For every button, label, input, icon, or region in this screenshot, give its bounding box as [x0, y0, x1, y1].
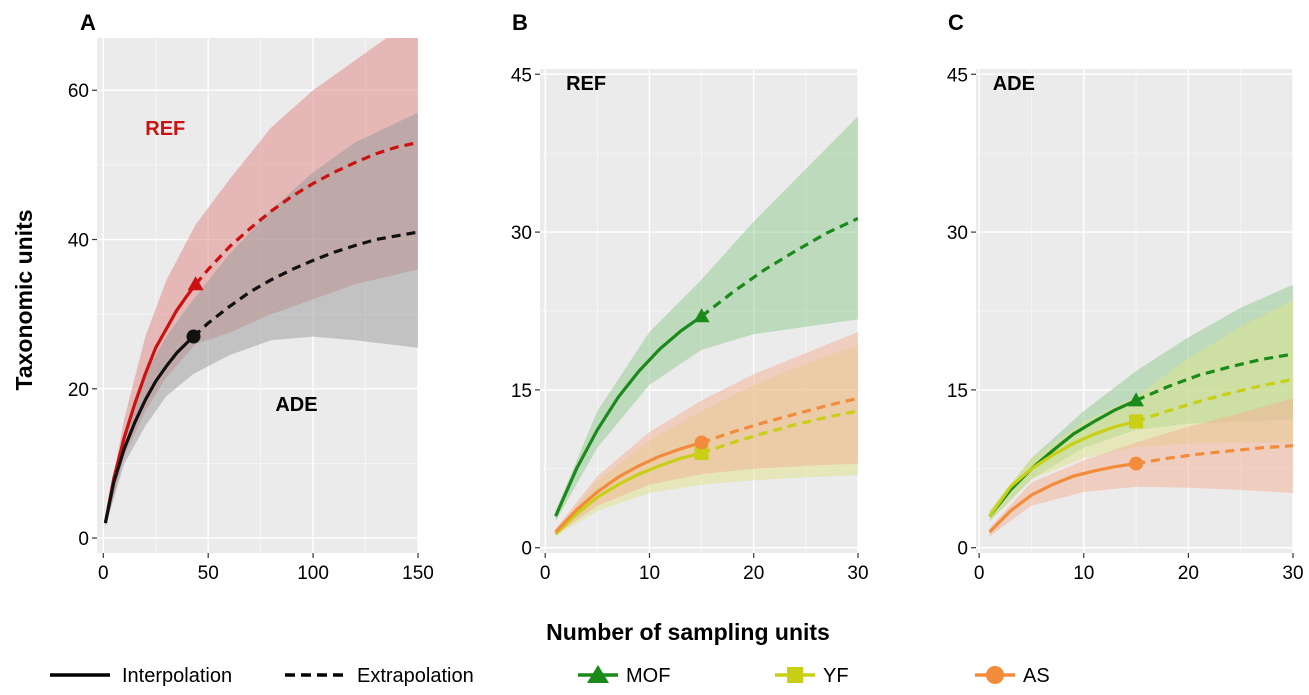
annotation-ade: ADE — [993, 73, 1035, 95]
y-axis-title: Taxonomic units — [11, 209, 37, 390]
panel-letter: B — [512, 10, 528, 35]
extrapolation-line-mof — [700, 216, 858, 318]
panel-b: 0 10 20 30 0 15 30 45 REF B — [511, 10, 869, 584]
y-tick-label: 60 — [68, 81, 89, 102]
reference-point-as — [694, 435, 709, 450]
extrapolation-line-ade — [192, 230, 418, 338]
interpolation-line-yf — [554, 451, 702, 536]
y-tick-label: 30 — [511, 223, 532, 244]
extrapolation-line-mof — [1135, 352, 1293, 402]
panel-letter: A — [80, 10, 96, 35]
plot-area — [103, 38, 418, 527]
x-tick-label: 50 — [198, 563, 219, 584]
extrapolation-line-as — [701, 396, 858, 445]
confidence-band-ade — [105, 112, 418, 527]
reference-point-mof — [693, 308, 710, 323]
extrapolation-line-yf — [701, 409, 858, 455]
x-tick-label: 0 — [98, 563, 109, 584]
reference-point-mof — [1128, 392, 1145, 407]
interpolation-line-as — [988, 462, 1137, 534]
y-tick-label: 45 — [947, 65, 968, 86]
x-tick-label: 20 — [1178, 563, 1199, 584]
reference-point-ref — [187, 276, 204, 291]
extrapolation-line-yf — [1135, 377, 1293, 424]
legend-label: MOF — [626, 665, 670, 687]
interpolation-line-yf — [988, 419, 1137, 518]
annotation-ade: ADE — [275, 394, 317, 416]
y-tick-label: 30 — [947, 223, 968, 244]
x-tick-label: 20 — [743, 563, 764, 584]
interpolation-line-ade — [103, 335, 195, 524]
reference-point-ade — [186, 329, 201, 344]
x-tick-label: 150 — [402, 563, 434, 584]
legend: Interpolation Extrapolation MOF YF AS — [50, 665, 1050, 687]
x-tick-label: 10 — [639, 563, 660, 584]
x-tick-label: 30 — [847, 563, 868, 584]
annotation-ref: REF — [145, 118, 185, 140]
x-tick-label: 0 — [974, 563, 985, 584]
legend-marker-as — [986, 666, 1004, 684]
x-tick-label: 0 — [540, 563, 551, 584]
y-tick-label: 40 — [68, 231, 89, 252]
interpolation-line-mof — [988, 398, 1137, 518]
x-tick-label: 10 — [1073, 563, 1094, 584]
legend-label: YF — [823, 665, 849, 687]
panel-a: 0 50 100 150 0 20 40 60 REF ADE A — [68, 10, 434, 584]
panel-c: 0 10 20 30 0 15 30 45 ADE C — [947, 10, 1304, 584]
legend-marker-mof — [587, 665, 609, 683]
legend-label: Interpolation — [122, 665, 232, 687]
y-tick-label: 15 — [511, 381, 532, 402]
legend-marker-yf — [787, 667, 803, 683]
x-tick-label: 100 — [297, 563, 329, 584]
interpolation-line-mof — [554, 314, 703, 517]
interpolation-line-as — [554, 440, 703, 534]
x-tick-label: 30 — [1282, 563, 1303, 584]
x-axis-title: Number of sampling units — [546, 619, 830, 645]
legend-label: AS — [1023, 665, 1050, 687]
y-tick-label: 0 — [521, 539, 532, 560]
y-tick-label: 0 — [78, 529, 89, 550]
y-tick-label: 15 — [947, 381, 968, 402]
legend-label: Extrapolation — [357, 665, 474, 687]
y-tick-label: 45 — [511, 65, 532, 86]
reference-point-yf — [694, 446, 709, 461]
y-tick-label: 0 — [957, 539, 968, 560]
y-tick-label: 20 — [68, 380, 89, 401]
interpolation-line-ref — [103, 283, 197, 524]
panel-letter: C — [948, 10, 964, 35]
annotation-ref: REF — [566, 73, 606, 95]
extrapolation-line-ref — [194, 140, 418, 286]
confidence-band-as — [555, 332, 858, 536]
confidence-band-yf — [989, 300, 1293, 522]
reference-point-yf — [1129, 414, 1144, 429]
reference-point-as — [1129, 456, 1144, 471]
extrapolation-line-as — [1135, 444, 1293, 466]
